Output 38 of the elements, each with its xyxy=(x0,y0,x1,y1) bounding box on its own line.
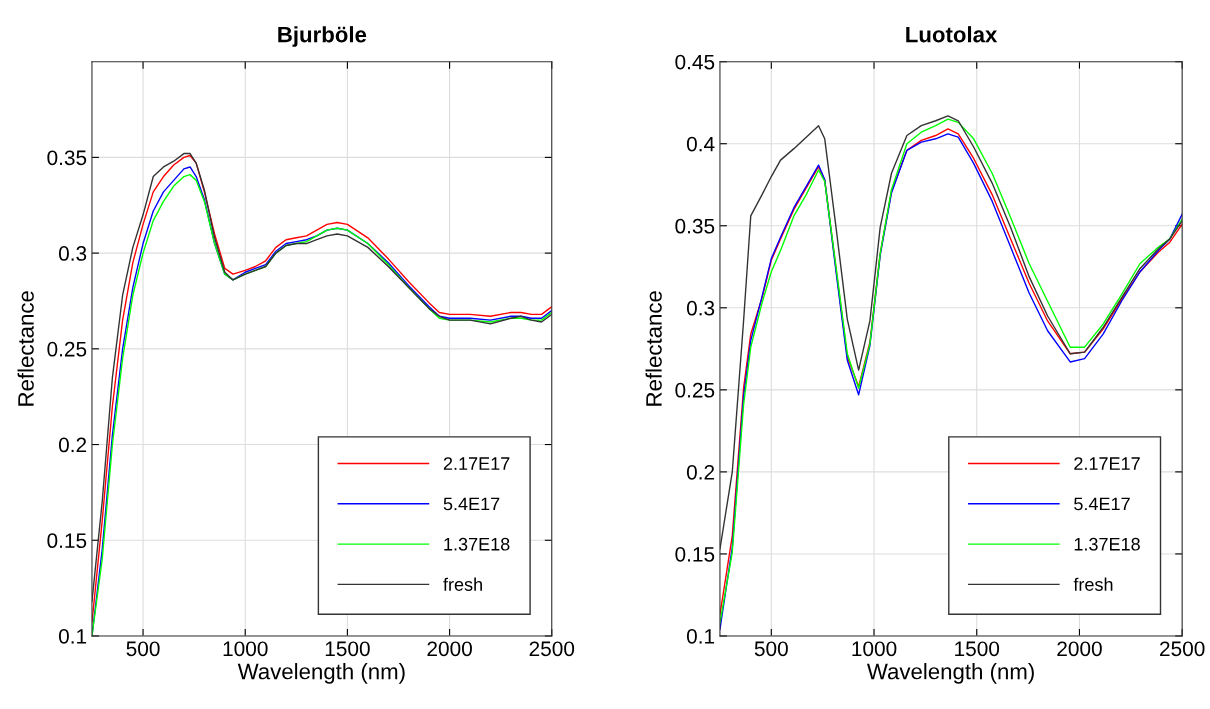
y-tick-label: 0.35 xyxy=(47,150,87,166)
x-tick-label: 2500 xyxy=(529,641,575,657)
y-tick-label: 0.1 xyxy=(58,628,87,644)
x-tick-label: 2000 xyxy=(427,641,472,657)
legend-label: 5.4E17 xyxy=(1074,497,1130,511)
legend-label: 2.17E17 xyxy=(443,457,510,470)
x-tick-label: 1500 xyxy=(325,641,370,657)
y-tick-label: 0.45 xyxy=(675,54,715,70)
y-tick-label: 0.2 xyxy=(58,437,87,453)
y-tick-label: 0.3 xyxy=(58,246,87,261)
x-tick-label: 2500 xyxy=(1160,641,1205,657)
y-axis-title: Reflectance xyxy=(17,291,34,406)
chart-title: Luotolax xyxy=(906,26,998,43)
legend-label: fresh xyxy=(443,577,482,591)
x-axis-title: Wavelength (nm) xyxy=(237,663,405,684)
legend-label: 1.37E18 xyxy=(444,537,510,551)
y-tick-label: 0.2 xyxy=(686,464,715,480)
legend-label: 2.17E17 xyxy=(1074,457,1140,470)
x-tick-label: 1000 xyxy=(852,641,897,657)
y-tick-label: 0.15 xyxy=(675,546,715,562)
legend-label: 5.4E17 xyxy=(443,497,500,511)
x-axis-title: Wavelength (nm) xyxy=(866,663,1034,684)
y-axis-title: Reflectance xyxy=(645,291,662,406)
y-tick-label: 0.25 xyxy=(675,382,715,398)
chart-title: Bjurböle xyxy=(278,26,367,47)
y-tick-label: 0.35 xyxy=(675,218,715,234)
x-tick-label: 2000 xyxy=(1057,641,1102,657)
x-tick-label: 1500 xyxy=(955,641,1000,657)
x-tick-label: 1000 xyxy=(223,641,268,657)
y-tick-label: 0.4 xyxy=(686,136,715,152)
y-tick-label: 0.25 xyxy=(47,341,87,357)
y-tick-label: 0.15 xyxy=(47,533,87,549)
legend-label: 1.37E18 xyxy=(1074,537,1140,551)
y-tick-label: 0.1 xyxy=(686,628,715,644)
legend-label: fresh xyxy=(1073,577,1113,591)
y-tick-label: 0.3 xyxy=(686,300,715,316)
x-tick-label: 500 xyxy=(754,641,788,657)
x-tick-label: 500 xyxy=(126,641,160,657)
